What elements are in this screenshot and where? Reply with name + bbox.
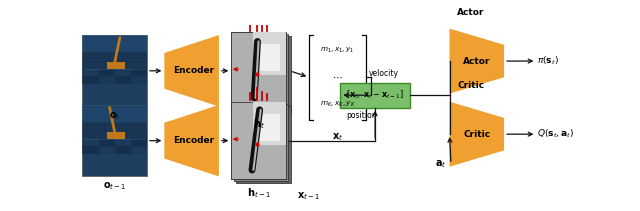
Text: $\pi(\mathbf{s}_t)$: $\pi(\mathbf{s}_t)$ (538, 55, 559, 67)
Text: $\mathbf{a}_t$: $\mathbf{a}_t$ (435, 158, 446, 170)
FancyBboxPatch shape (99, 139, 115, 147)
FancyBboxPatch shape (231, 32, 286, 109)
FancyBboxPatch shape (107, 62, 125, 69)
FancyBboxPatch shape (107, 132, 125, 139)
FancyBboxPatch shape (99, 69, 115, 77)
FancyBboxPatch shape (99, 76, 115, 84)
Polygon shape (449, 28, 504, 93)
FancyBboxPatch shape (83, 61, 147, 70)
FancyBboxPatch shape (236, 36, 291, 114)
FancyBboxPatch shape (83, 114, 147, 123)
Text: Critic: Critic (458, 81, 484, 90)
FancyBboxPatch shape (115, 76, 131, 84)
FancyBboxPatch shape (83, 122, 147, 131)
FancyBboxPatch shape (234, 104, 288, 181)
FancyBboxPatch shape (234, 34, 288, 111)
FancyBboxPatch shape (83, 146, 99, 154)
FancyBboxPatch shape (131, 146, 147, 154)
FancyBboxPatch shape (253, 102, 286, 145)
Text: $\mathbf{h}_t$: $\mathbf{h}_t$ (253, 117, 264, 131)
FancyBboxPatch shape (256, 114, 280, 141)
FancyBboxPatch shape (131, 69, 147, 77)
FancyBboxPatch shape (83, 44, 147, 53)
Text: $m_1, x_1, y_1$: $m_1, x_1, y_1$ (321, 46, 355, 55)
FancyBboxPatch shape (83, 35, 147, 45)
Text: $Q(\mathbf{s}_t, \mathbf{a}_t)$: $Q(\mathbf{s}_t, \mathbf{a}_t)$ (538, 128, 574, 141)
FancyBboxPatch shape (99, 146, 115, 154)
FancyBboxPatch shape (83, 35, 147, 106)
FancyBboxPatch shape (131, 139, 147, 147)
Polygon shape (164, 35, 219, 107)
FancyBboxPatch shape (83, 53, 147, 62)
FancyBboxPatch shape (253, 32, 286, 75)
Text: $\mathbf{h}_{t-1}$: $\mathbf{h}_{t-1}$ (246, 187, 271, 200)
FancyBboxPatch shape (231, 32, 286, 109)
Polygon shape (449, 102, 504, 167)
Text: $\mathbf{x}_{t-1}$: $\mathbf{x}_{t-1}$ (296, 191, 320, 202)
FancyBboxPatch shape (131, 76, 147, 84)
Text: $\mathbf{x}_t$: $\mathbf{x}_t$ (332, 131, 343, 143)
FancyBboxPatch shape (236, 106, 291, 183)
Text: Actor: Actor (457, 8, 484, 17)
FancyBboxPatch shape (115, 146, 131, 154)
Text: position: position (346, 111, 376, 120)
FancyBboxPatch shape (231, 102, 286, 179)
Text: $[\mathbf{x}_t,\ \mathbf{x}_t - \mathbf{x}_{t-1}]$: $[\mathbf{x}_t,\ \mathbf{x}_t - \mathbf{… (346, 89, 404, 101)
Text: Critic: Critic (463, 130, 490, 139)
FancyBboxPatch shape (340, 83, 410, 108)
FancyBboxPatch shape (83, 69, 99, 77)
Text: $\mathbf{o}_t$: $\mathbf{o}_t$ (109, 110, 120, 122)
FancyBboxPatch shape (83, 139, 99, 147)
Text: Encoder: Encoder (173, 66, 214, 75)
Text: $m_K, x_K, y_K$: $m_K, x_K, y_K$ (320, 100, 356, 109)
Text: Encoder: Encoder (173, 136, 214, 145)
Text: Actor: Actor (463, 57, 490, 66)
FancyBboxPatch shape (83, 105, 147, 176)
FancyBboxPatch shape (83, 105, 147, 115)
Polygon shape (164, 105, 219, 176)
FancyBboxPatch shape (115, 69, 131, 77)
Text: $\cdots$: $\cdots$ (332, 72, 343, 82)
FancyBboxPatch shape (83, 131, 147, 140)
FancyBboxPatch shape (115, 139, 131, 147)
FancyBboxPatch shape (83, 76, 99, 84)
FancyBboxPatch shape (256, 44, 280, 71)
Text: velocity: velocity (369, 69, 399, 78)
FancyBboxPatch shape (231, 102, 286, 179)
Text: $\mathbf{o}_{t-1}$: $\mathbf{o}_{t-1}$ (103, 180, 127, 192)
